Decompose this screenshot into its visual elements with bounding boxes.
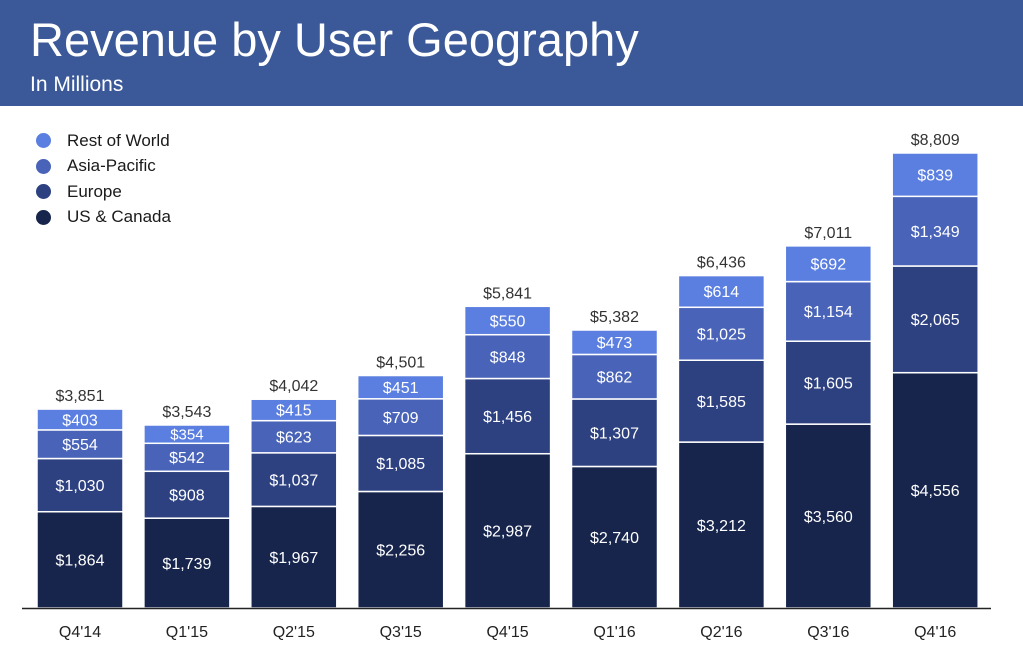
bar-segment-us-canada — [36, 510, 124, 609]
legend-swatch-europe — [36, 184, 51, 200]
data-label-rest-of-world: $451 — [383, 380, 419, 397]
data-label-us-canada: $2,740 — [590, 530, 639, 547]
data-label-rest-of-world: $839 — [917, 167, 953, 184]
data-label-rest-of-world: $403 — [62, 412, 98, 429]
bar-segment-europe — [356, 434, 445, 493]
bar-segment-us-canada — [463, 452, 552, 609]
data-label-asia-pacific: $1,154 — [804, 304, 853, 321]
bar-segment-us-canada — [570, 465, 659, 609]
legend-label-us-canada: US & Canada — [67, 207, 171, 227]
bar-segment-asia-pacific — [356, 398, 445, 437]
data-label-asia-pacific: $709 — [383, 410, 419, 427]
bar-segment-rest-of-world — [463, 305, 552, 336]
bar-segment-europe — [677, 359, 766, 443]
bar-segment-rest-of-world — [784, 245, 873, 283]
legend-item-us-canada: US & Canada — [36, 205, 171, 231]
bar-segment-europe — [891, 265, 979, 374]
bar-segment-europe — [570, 398, 659, 468]
bar-segment-europe — [36, 457, 124, 513]
x-tick-label: Q4'15 — [486, 624, 528, 641]
total-label: $7,011 — [804, 225, 852, 242]
data-label-rest-of-world: $354 — [170, 427, 203, 444]
x-tick-label: Q1'16 — [593, 624, 635, 641]
data-label-us-canada: $1,967 — [269, 550, 318, 567]
total-label: $3,851 — [56, 388, 105, 405]
header-banner: Revenue by User Geography In Millions — [0, 0, 1023, 106]
data-label-us-canada: $3,212 — [697, 518, 746, 535]
data-label-europe: $1,037 — [269, 472, 318, 489]
data-label-europe: $1,456 — [483, 409, 532, 426]
data-label-rest-of-world: $415 — [276, 403, 312, 420]
legend-label-europe: Europe — [67, 181, 122, 201]
bar-segment-rest-of-world — [677, 274, 766, 309]
data-label-rest-of-world: $550 — [490, 313, 526, 330]
bar-segment-asia-pacific — [570, 353, 659, 400]
legend-label-rest-of-world: Rest of World — [67, 130, 170, 150]
legend-swatch-asia-pacific — [36, 158, 51, 174]
data-label-us-canada: $1,739 — [162, 556, 211, 573]
data-label-asia-pacific: $623 — [276, 430, 312, 447]
x-tick-label: Q4'14 — [59, 624, 101, 641]
total-label: $5,841 — [483, 285, 532, 302]
total-label: $8,809 — [911, 132, 960, 149]
chart-subtitle: In Millions — [30, 73, 124, 96]
data-label-asia-pacific: $862 — [597, 369, 633, 386]
legend-swatch-rest-of-world — [36, 133, 51, 149]
bar-segment-us-canada — [356, 490, 445, 609]
x-tick-label: Q2'15 — [273, 624, 315, 641]
chart-title: Revenue by User Geography — [30, 13, 639, 66]
bar-segment-rest-of-world — [356, 374, 445, 400]
legend-item-asia-pacific: Asia-Pacific — [36, 154, 171, 180]
legend-swatch-us-canada — [36, 209, 51, 225]
data-label-asia-pacific: $554 — [62, 437, 98, 454]
bar-segment-rest-of-world — [250, 398, 338, 422]
total-label: $3,543 — [162, 404, 211, 421]
data-label-europe: $1,307 — [590, 425, 639, 442]
total-label: $5,382 — [590, 309, 639, 326]
data-label-rest-of-world: $692 — [811, 257, 847, 274]
data-label-europe: $2,065 — [911, 312, 960, 329]
data-label-us-canada: $1,864 — [56, 553, 105, 570]
x-tick-label: Q3'15 — [380, 624, 422, 641]
bar-segment-rest-of-world — [143, 424, 231, 445]
data-label-europe: $908 — [169, 487, 205, 504]
data-label-asia-pacific: $1,025 — [697, 327, 746, 344]
data-label-us-canada: $2,256 — [376, 542, 425, 559]
data-label-europe: $1,085 — [376, 456, 425, 473]
data-label-rest-of-world: $473 — [597, 335, 633, 352]
bar-segment-rest-of-world — [891, 152, 979, 198]
data-label-asia-pacific: $542 — [169, 450, 205, 467]
x-tick-label: Q4'16 — [914, 624, 956, 641]
total-label: $6,436 — [697, 255, 746, 272]
data-label-us-canada: $2,987 — [483, 524, 532, 541]
bar-segment-asia-pacific — [463, 333, 552, 380]
legend-label-asia-pacific: Asia-Pacific — [67, 156, 156, 176]
data-label-europe: $1,605 — [804, 375, 853, 392]
x-tick-label: Q3'16 — [807, 624, 849, 641]
data-label-asia-pacific: $848 — [490, 349, 526, 366]
bar-segment-rest-of-world — [36, 408, 124, 431]
legend: Rest of World Asia-Pacific Europe US & C… — [36, 128, 171, 230]
total-label: $4,042 — [269, 378, 318, 395]
data-label-rest-of-world: $614 — [704, 284, 740, 301]
bar-segment-rest-of-world — [570, 329, 659, 356]
data-label-europe: $1,030 — [56, 478, 105, 495]
bar-segment-europe — [250, 452, 338, 508]
bar-segment-asia-pacific — [250, 419, 338, 454]
legend-item-europe: Europe — [36, 179, 171, 205]
data-label-europe: $1,585 — [697, 394, 746, 411]
data-label-asia-pacific: $1,349 — [911, 224, 960, 241]
data-label-us-canada: $4,556 — [911, 483, 960, 500]
total-label: $4,501 — [376, 355, 425, 372]
bar-segment-asia-pacific — [677, 306, 766, 361]
data-label-us-canada: $3,560 — [804, 509, 853, 526]
bar-segment-asia-pacific — [891, 195, 979, 267]
legend-item-rest-of-world: Rest of World — [36, 128, 171, 154]
bar-segment-us-canada — [250, 505, 338, 609]
bar-segment-europe — [463, 377, 552, 455]
x-tick-label: Q2'16 — [700, 624, 742, 641]
x-tick-label: Q1'15 — [166, 624, 208, 641]
